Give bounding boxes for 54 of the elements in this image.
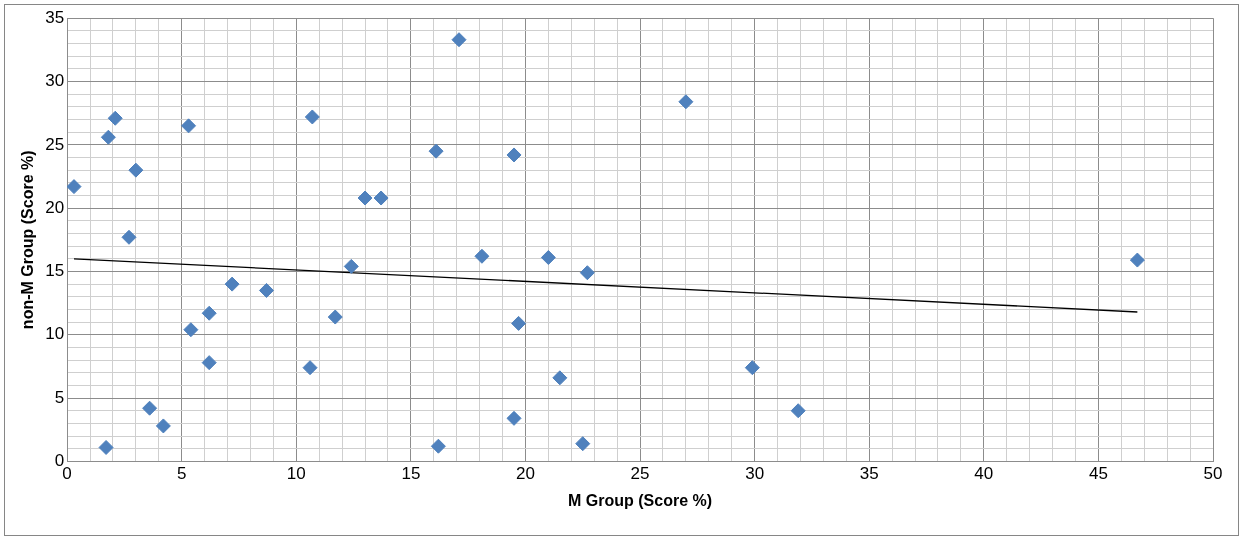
y-tick-label: 5 bbox=[54, 387, 65, 407]
point bbox=[100, 129, 116, 145]
point bbox=[474, 248, 490, 264]
point bbox=[304, 109, 320, 125]
point bbox=[201, 305, 217, 321]
point bbox=[302, 360, 318, 376]
point bbox=[506, 410, 522, 426]
x-tick-label: 30 bbox=[745, 464, 765, 484]
point bbox=[258, 282, 274, 298]
point bbox=[430, 438, 446, 454]
y-tick-label: 35 bbox=[45, 7, 65, 27]
x-tick-label: 5 bbox=[176, 464, 187, 484]
point bbox=[107, 110, 123, 126]
point bbox=[428, 143, 444, 159]
point bbox=[790, 403, 806, 419]
x-tick-label: 10 bbox=[286, 464, 306, 484]
x-tick-label: 35 bbox=[859, 464, 879, 484]
point bbox=[506, 147, 522, 163]
y-tick-label: 15 bbox=[45, 261, 65, 281]
point bbox=[540, 250, 556, 266]
point bbox=[575, 436, 591, 452]
point bbox=[181, 118, 197, 134]
x-tick-label: 25 bbox=[630, 464, 650, 484]
x-tick-label: 45 bbox=[1088, 464, 1108, 484]
point bbox=[327, 309, 343, 325]
point bbox=[224, 276, 240, 292]
y-tick-label: 10 bbox=[45, 324, 65, 344]
x-tick-label: 15 bbox=[401, 464, 421, 484]
point bbox=[142, 400, 158, 416]
point bbox=[155, 418, 171, 434]
y-tick-label: 30 bbox=[45, 71, 65, 91]
y-tick-label: 20 bbox=[45, 197, 65, 217]
x-tick-label: 50 bbox=[1203, 464, 1223, 484]
point bbox=[67, 179, 82, 195]
point bbox=[121, 229, 137, 245]
point bbox=[552, 370, 568, 386]
point bbox=[343, 258, 359, 274]
point bbox=[183, 322, 199, 338]
point bbox=[678, 94, 694, 110]
point bbox=[201, 355, 217, 371]
point bbox=[451, 32, 467, 48]
y-tick-label: 25 bbox=[45, 134, 65, 154]
point bbox=[511, 315, 527, 331]
x-tick-label: 20 bbox=[516, 464, 535, 484]
x-tick-label: 40 bbox=[974, 464, 994, 484]
y-axis-title: non-M Group (Score %) bbox=[19, 150, 37, 330]
point bbox=[98, 439, 114, 455]
point bbox=[579, 265, 595, 281]
point bbox=[373, 190, 389, 206]
point bbox=[128, 162, 144, 178]
point bbox=[357, 190, 373, 206]
point bbox=[1129, 252, 1145, 268]
point bbox=[744, 360, 760, 376]
x-axis-title: M Group (Score %) bbox=[568, 491, 713, 509]
